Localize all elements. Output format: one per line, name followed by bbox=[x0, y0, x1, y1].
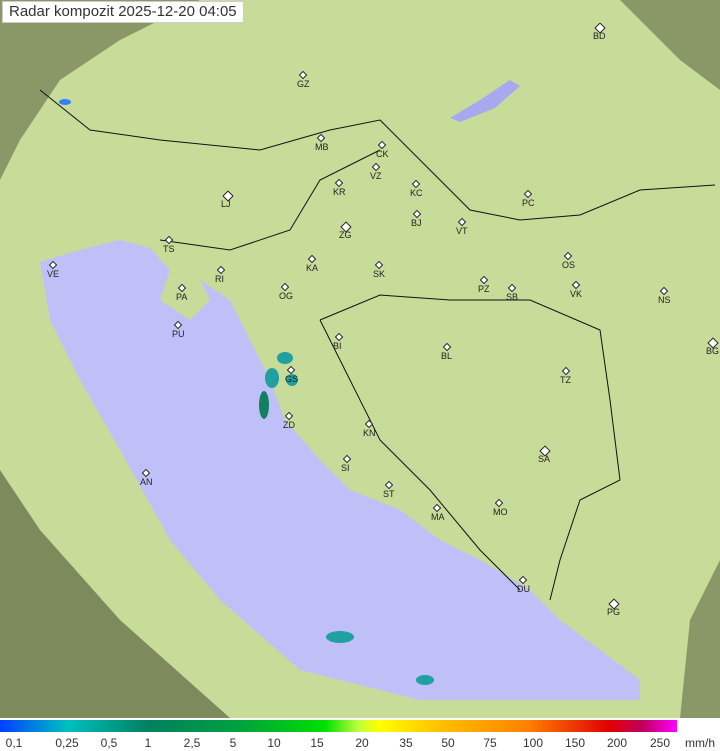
legend-label: 200 bbox=[606, 736, 628, 750]
city-label-os: OS bbox=[562, 260, 576, 270]
legend-label: 0,25 bbox=[55, 736, 79, 750]
city-label-sa: SA bbox=[538, 454, 551, 464]
city-label-kn: KN bbox=[363, 428, 376, 438]
city-label-pa: PA bbox=[176, 292, 188, 302]
outside-coverage-nw bbox=[0, 0, 200, 180]
legend-label: 15 bbox=[310, 736, 324, 750]
city-label-sk: SK bbox=[373, 269, 386, 279]
city-label-vk: VK bbox=[570, 289, 583, 299]
legend-label: 5 bbox=[229, 736, 237, 750]
legend-label: 150 bbox=[564, 736, 586, 750]
city-label-bg: BG bbox=[706, 346, 720, 356]
city-label-bd: BD bbox=[593, 31, 606, 41]
city-label-zg: ZG bbox=[339, 230, 352, 240]
legend-color-bar bbox=[0, 720, 677, 732]
city-label-ri: RI bbox=[215, 274, 224, 284]
outside-coverage-sw bbox=[0, 470, 230, 718]
city-label-bi: BI bbox=[333, 341, 342, 351]
city-label-an: AN bbox=[140, 477, 153, 487]
city-label-mb: MB bbox=[315, 142, 329, 152]
borders-2 bbox=[159, 149, 381, 251]
legend-label: 75 bbox=[483, 736, 497, 750]
city-label-pz: PZ bbox=[478, 284, 490, 294]
city-label-gs: GS bbox=[285, 374, 299, 384]
city-label-lj: LJ bbox=[221, 199, 231, 209]
city-label-ma: MA bbox=[431, 512, 445, 522]
city-label-bj: BJ bbox=[411, 218, 422, 228]
radar-map bbox=[0, 0, 720, 718]
radar-echoes bbox=[59, 99, 434, 685]
city-label-bl: BL bbox=[441, 351, 453, 361]
city-label-zd: ZD bbox=[283, 420, 295, 430]
city-label-mo: MO bbox=[493, 507, 508, 517]
borders-3 bbox=[319, 294, 621, 601]
legend-label: 100 bbox=[522, 736, 544, 750]
city-label-pg: PG bbox=[607, 607, 621, 617]
legend-label: 20 bbox=[355, 736, 369, 750]
city-label-ts: TS bbox=[163, 244, 175, 254]
legend-label: 0,5 bbox=[100, 736, 118, 750]
city-label-kc: KC bbox=[410, 188, 423, 198]
legend-unit: mm/h bbox=[685, 736, 715, 750]
city-label-ka: KA bbox=[306, 263, 319, 273]
city-label-tz: TZ bbox=[560, 375, 571, 385]
city-label-pu: PU bbox=[172, 329, 185, 339]
city-label-ns: NS bbox=[658, 295, 671, 305]
legend-label: 50 bbox=[441, 736, 455, 750]
city-label-vz: VZ bbox=[370, 171, 382, 181]
lake-balaton bbox=[450, 80, 520, 122]
legend-label: 35 bbox=[399, 736, 413, 750]
adriatic-sea bbox=[40, 240, 640, 700]
legend-label: 10 bbox=[267, 736, 281, 750]
legend-label: 0,1 bbox=[5, 736, 23, 750]
city-label-kr: KR bbox=[333, 187, 346, 197]
city-label-du: DU bbox=[517, 584, 530, 594]
outside-coverage-ne bbox=[620, 0, 720, 90]
legend-label: 250 bbox=[649, 736, 671, 750]
city-label-st: ST bbox=[383, 489, 395, 499]
map-title: Radar kompozit 2025-12-20 04:05 bbox=[2, 1, 244, 23]
borders bbox=[39, 89, 716, 221]
outside-coverage-se bbox=[680, 560, 720, 718]
city-label-sb: SB bbox=[506, 292, 519, 302]
city-label-si: SI bbox=[341, 463, 350, 473]
city-label-og: OG bbox=[279, 291, 294, 301]
city-label-ck: CK bbox=[376, 149, 389, 159]
borders-4 bbox=[319, 319, 521, 591]
city-label-ve: VE bbox=[47, 269, 60, 279]
city-label-pc: PC bbox=[522, 198, 535, 208]
city-label-vt: VT bbox=[456, 226, 468, 236]
city-label-gz: GZ bbox=[297, 79, 310, 89]
legend-label: 1 bbox=[144, 736, 152, 750]
legend-label: 2,5 bbox=[183, 736, 201, 750]
